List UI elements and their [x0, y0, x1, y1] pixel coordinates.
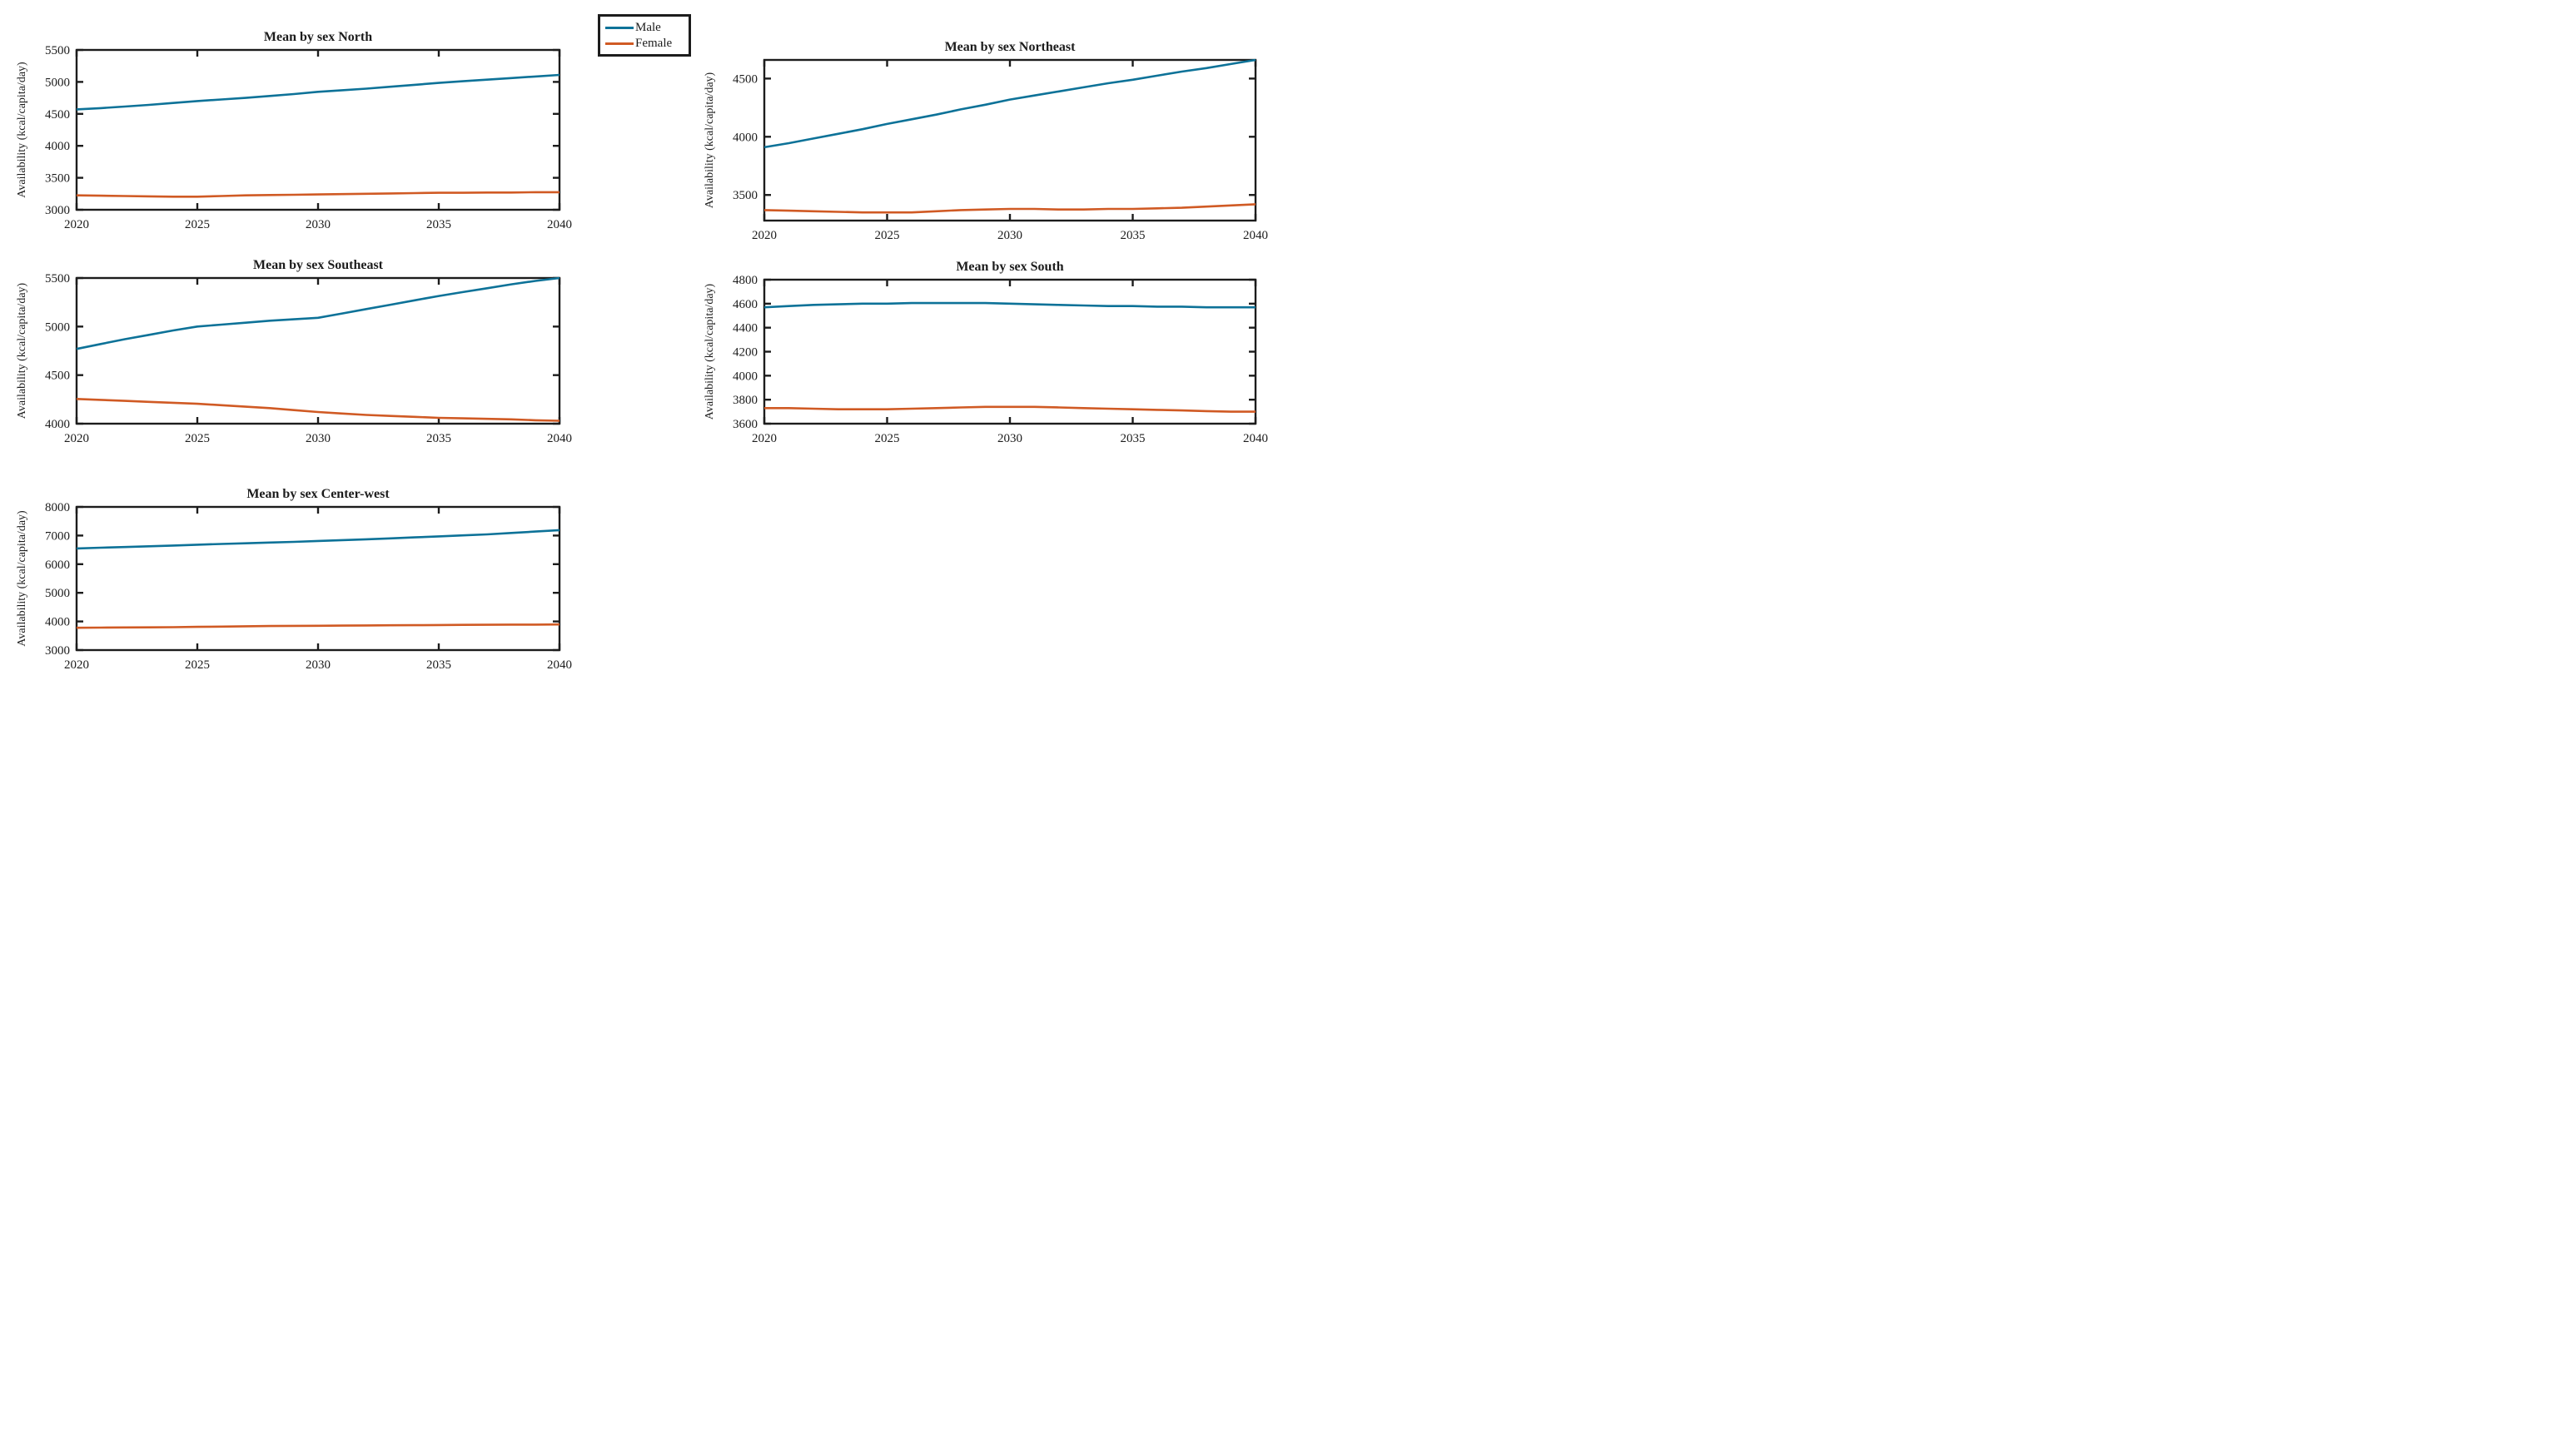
y-tick-label: 3000	[45, 204, 70, 217]
y-tick-label: 5500	[45, 44, 70, 57]
y-tick-label: 8000	[45, 501, 70, 514]
x-tick-label: 2025	[875, 432, 900, 445]
x-tick-label: 2020	[64, 218, 89, 231]
x-tick-label: 2020	[64, 658, 89, 672]
figure-canvas: Male Female 2020 2025 2030 2035 2040 3000 3500…	[0, 0, 1288, 718]
y-tick-label: 6000	[45, 559, 70, 572]
y-tick-label: 3500	[733, 189, 758, 202]
subplot-northeast: 2020 2025 2030 2035 2040 3500 4000 4500 Mean by …	[704, 40, 1268, 242]
x-tick-label: 2025	[185, 658, 210, 672]
subplot-title: Mean by sex Northeast	[945, 40, 1077, 54]
y-axis-label: Availability (kcal/capita/day)	[16, 282, 28, 419]
x-tick-label: 2035	[1121, 432, 1146, 445]
x-tick-label: 2030	[306, 218, 331, 231]
y-tick-label: 3000	[45, 644, 70, 658]
x-tick-label: 2025	[875, 229, 900, 242]
x-tick-label: 2035	[426, 658, 451, 672]
axes-box	[75, 505, 561, 652]
y-tick-label: 3500	[45, 172, 70, 186]
x-tick-label: 2040	[547, 432, 572, 445]
y-tick-label: 4000	[45, 140, 70, 153]
y-tick-label: 4200	[733, 346, 758, 360]
subplot-north: 2020 2025 2030 2035 2040 3000 3500 4000 4500 5000…	[16, 30, 572, 231]
x-tick-label: 2040	[547, 218, 572, 231]
y-tick-label: 4500	[45, 370, 70, 383]
legend-item-female: Female	[605, 37, 689, 50]
x-tick-label: 2030	[306, 432, 331, 445]
male-series-line	[763, 58, 1256, 149]
y-tick-label: 7000	[45, 529, 70, 543]
male-series-line	[76, 73, 560, 111]
x-tick-label: 2035	[1121, 229, 1146, 242]
female-series-line	[76, 191, 559, 198]
subplot-title: Mean by sex Southeast	[253, 258, 384, 272]
legend-male-label: Male	[635, 20, 661, 34]
axes-box	[75, 276, 561, 425]
female-series-line	[76, 623, 560, 629]
female-series-line	[763, 203, 1256, 214]
x-tick-label: 2035	[426, 432, 451, 445]
y-tick-label: 5000	[45, 76, 70, 89]
x-tick-label: 2030	[306, 658, 331, 672]
y-tick-label: 3600	[733, 418, 758, 431]
y-tick-label: 4500	[733, 72, 758, 86]
x-tick-label: 2030	[997, 229, 1022, 242]
y-tick-label: 4000	[45, 616, 70, 629]
y-axis-label: Availability (kcal/capita/day)	[704, 283, 716, 420]
x-tick-label: 2020	[752, 432, 777, 445]
y-tick-label: 4800	[733, 274, 758, 287]
legend-female-label: Female	[635, 36, 673, 50]
y-tick-label: 4600	[733, 298, 758, 311]
x-tick-label: 2035	[426, 218, 451, 231]
x-tick-label: 2020	[64, 432, 89, 445]
male-series-line	[76, 529, 560, 550]
axes-box	[75, 48, 561, 211]
y-tick-label: 3800	[733, 394, 758, 407]
subplot-title: Mean by sex South	[956, 260, 1063, 274]
male-series-line	[763, 301, 1256, 309]
legend-female-line-sample	[605, 42, 634, 45]
y-tick-label: 4000	[733, 131, 758, 144]
legend-item-male: Male	[605, 20, 689, 34]
y-axis-label: Availability (kcal/capita/day)	[16, 62, 28, 198]
y-tick-label: 4000	[733, 370, 758, 383]
legend-male-line-sample	[605, 26, 634, 29]
subplot-title: Mean by sex North	[264, 30, 372, 44]
subplot-southeast: 2020 2025 2030 2035 2040 4000 4500 5000 5500 Mean…	[16, 258, 572, 445]
subplot-title: Mean by sex Center-west	[246, 487, 390, 501]
subplot-south: 2020 2025 2030 2035 2040 3600 3800 4000 4200 4400…	[704, 260, 1268, 445]
y-tick-label: 5500	[45, 272, 70, 286]
female-series-line	[764, 405, 1256, 413]
x-tick-label: 2025	[185, 432, 210, 445]
y-tick-label: 4500	[45, 108, 70, 122]
y-tick-label: 5000	[45, 587, 70, 600]
axes-box	[763, 58, 1257, 222]
subplot-center-west: 2020 2025 2030 2035 2040 3000 4000 5000 6000 7000…	[16, 487, 572, 672]
y-tick-label: 5000	[45, 320, 70, 334]
female-series-line	[76, 398, 560, 422]
x-tick-label: 2040	[1243, 229, 1268, 242]
axes-box	[763, 278, 1257, 425]
y-tick-label: 4400	[733, 322, 758, 335]
x-tick-label: 2025	[185, 218, 210, 231]
x-tick-label: 2040	[1243, 432, 1268, 445]
y-axis-label: Availability (kcal/capita/day)	[16, 510, 28, 647]
male-series-line	[76, 276, 560, 350]
y-tick-label: 4000	[45, 418, 70, 431]
x-tick-label: 2030	[997, 432, 1022, 445]
legend: Male Female	[598, 14, 691, 57]
x-tick-label: 2040	[547, 658, 572, 672]
y-axis-label: Availability (kcal/capita/day)	[704, 72, 716, 208]
x-tick-label: 2020	[752, 229, 777, 242]
